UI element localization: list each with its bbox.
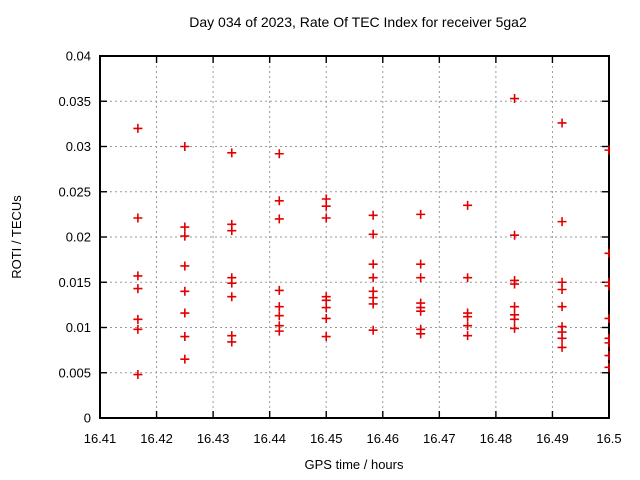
data-point xyxy=(180,286,190,296)
data-point xyxy=(463,200,473,210)
x-tick-label: 16.47 xyxy=(423,431,456,446)
data-point xyxy=(274,149,284,159)
data-point xyxy=(510,314,520,324)
y-tick-label: 0.01 xyxy=(66,320,91,335)
data-point xyxy=(133,324,143,334)
plot-border xyxy=(99,55,610,419)
data-point xyxy=(321,332,331,342)
gridlines xyxy=(100,56,609,418)
data-point xyxy=(180,261,190,271)
data-point xyxy=(227,226,237,236)
y-tick-label: 0.005 xyxy=(58,365,91,380)
data-point xyxy=(180,231,190,241)
data-point xyxy=(510,94,520,104)
y-tick-label: 0.025 xyxy=(58,184,91,199)
data-point xyxy=(180,354,190,364)
data-point xyxy=(557,333,567,343)
data-point xyxy=(227,337,237,347)
data-point xyxy=(274,196,284,206)
data-point xyxy=(321,201,331,211)
data-point xyxy=(510,302,520,312)
data-point xyxy=(557,342,567,352)
data-point xyxy=(133,123,143,133)
data-point xyxy=(557,118,567,128)
data-point xyxy=(463,331,473,341)
y-tick-label: 0.02 xyxy=(66,230,91,245)
data-point xyxy=(463,273,473,283)
y-axis-tick-labels: 0 0.005 0.01 0.015 0.02 0.025 0.03 0.035 0.04 xyxy=(58,49,91,426)
y-tick-label: 0.015 xyxy=(58,275,91,290)
y-tick-label: 0.03 xyxy=(66,139,91,154)
data-point xyxy=(180,332,190,342)
data-point xyxy=(510,323,520,333)
y-axis-title: ROTI / TECUs xyxy=(9,195,24,279)
data-point xyxy=(368,210,378,220)
data-point xyxy=(416,273,426,283)
data-point xyxy=(180,222,190,232)
data-point xyxy=(321,213,331,223)
data-point xyxy=(180,142,190,151)
data-point xyxy=(133,314,143,324)
data-point xyxy=(133,284,143,294)
data-point xyxy=(368,325,378,335)
data-point xyxy=(368,299,378,309)
x-tick-label: 16.45 xyxy=(310,431,343,446)
data-point xyxy=(604,362,610,372)
data-point xyxy=(416,329,426,339)
data-point xyxy=(274,285,284,295)
data-point xyxy=(321,313,331,323)
chart-title: Day 034 of 2023, Rate Of TEC Index for r… xyxy=(189,14,527,30)
data-point xyxy=(321,303,331,313)
x-tick-label: 16.44 xyxy=(253,431,286,446)
data-point xyxy=(133,271,143,281)
data-point xyxy=(274,311,284,321)
data-point xyxy=(416,209,426,219)
data-point xyxy=(180,308,190,318)
data-point xyxy=(557,284,567,294)
x-tick-label: 16.49 xyxy=(536,431,569,446)
x-tick-label: 16.42 xyxy=(140,431,173,446)
data-point xyxy=(604,351,610,361)
x-tick-label: 16.48 xyxy=(480,431,513,446)
data-point xyxy=(274,214,284,224)
data-point xyxy=(463,312,473,322)
data-point xyxy=(604,313,610,323)
data-point xyxy=(227,278,237,288)
data-point xyxy=(604,281,610,291)
data-point xyxy=(604,145,610,155)
data-point xyxy=(368,273,378,283)
x-tick-label: 16.46 xyxy=(367,431,400,446)
data-point xyxy=(557,302,567,312)
data-point xyxy=(133,213,143,223)
data-point xyxy=(463,321,473,331)
data-point xyxy=(557,217,567,227)
data-point xyxy=(227,292,237,302)
data-point xyxy=(368,229,378,239)
data-point xyxy=(274,326,284,336)
x-axis-tick-labels: 16.41 16.42 16.43 16.44 16.45 16.46 16.47 16.48… xyxy=(84,431,622,446)
x-tick-label: 16.41 xyxy=(84,431,117,446)
x-axis-title: GPS time / hours xyxy=(305,457,404,472)
x-tick-label: 16.43 xyxy=(197,431,230,446)
data-point xyxy=(416,259,426,269)
data-point xyxy=(604,248,610,258)
data-points-layer xyxy=(133,94,610,380)
y-tick-label: 0 xyxy=(84,411,91,426)
data-point xyxy=(604,338,610,348)
data-point xyxy=(133,370,143,380)
data-point xyxy=(416,306,426,316)
y-tick-label: 0.04 xyxy=(66,49,91,64)
y-tick-label: 0.035 xyxy=(58,94,91,109)
data-point xyxy=(274,302,284,312)
data-point xyxy=(368,259,378,269)
x-tick-label: 16.5 xyxy=(596,431,621,446)
data-point xyxy=(510,230,520,240)
data-point xyxy=(510,279,520,289)
data-point xyxy=(227,148,237,158)
